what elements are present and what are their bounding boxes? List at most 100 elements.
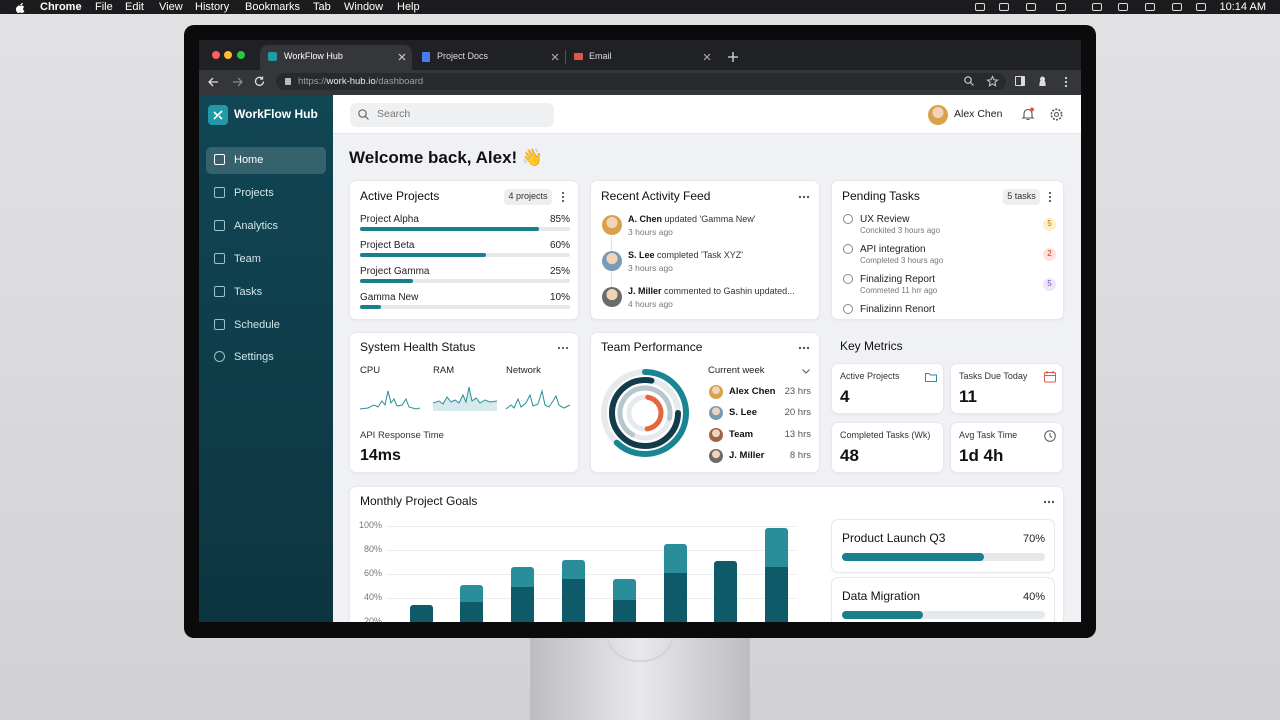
reload-button[interactable] xyxy=(254,76,265,87)
avatar xyxy=(928,105,948,125)
bar-segment xyxy=(612,600,636,622)
more-menu[interactable] xyxy=(561,191,565,203)
window-close[interactable] xyxy=(212,51,220,59)
tab-separator xyxy=(565,50,566,64)
more-menu[interactable] xyxy=(798,346,810,350)
active-tab[interactable] xyxy=(260,45,412,70)
more-menu-part xyxy=(1051,500,1055,504)
nav-icon xyxy=(214,351,225,362)
forward-button-part xyxy=(233,77,243,87)
nav-item[interactable]: Analytics xyxy=(234,219,279,232)
chevron[interactable] xyxy=(802,369,810,374)
task-checkbox[interactable] xyxy=(843,274,853,284)
close-tab[interactable] xyxy=(551,53,559,61)
tab-title[interactable]: WorkFlow Hub xyxy=(284,51,343,62)
tab-title[interactable]: Project Docs xyxy=(437,51,489,62)
status-icon[interactable] xyxy=(1145,3,1155,11)
card-title: Active Projects xyxy=(360,189,440,204)
status-icon[interactable] xyxy=(1092,3,1102,11)
project-percent: 85% xyxy=(549,213,570,225)
task-checkbox[interactable] xyxy=(843,244,853,254)
period-select[interactable]: Current week xyxy=(708,364,765,376)
new-tab[interactable] xyxy=(728,52,738,62)
menu-item[interactable]: History xyxy=(195,0,230,13)
activity-action: completed 'Task XYZ' xyxy=(657,250,744,260)
settings-part xyxy=(1050,108,1063,121)
window-minimize[interactable] xyxy=(224,51,232,59)
metric-card: Avg Task Time 1d 4h xyxy=(950,422,1063,473)
menu-item[interactable]: File xyxy=(95,0,113,13)
menu-item[interactable]: Tab xyxy=(313,0,331,13)
more-menu[interactable] xyxy=(1048,191,1052,203)
status-icon[interactable] xyxy=(1026,3,1036,11)
status-icon[interactable] xyxy=(999,3,1009,11)
more-menu-part xyxy=(557,346,561,350)
bar-segment xyxy=(511,566,535,588)
more-menu[interactable] xyxy=(557,346,569,350)
omnibox[interactable] xyxy=(276,73,1006,90)
task-meta: Completed 3 hours ago xyxy=(860,255,944,265)
sparkline-part xyxy=(433,387,497,411)
nav-item[interactable]: Home xyxy=(234,153,264,166)
apple-menu[interactable] xyxy=(15,2,25,13)
settings[interactable] xyxy=(1050,108,1063,121)
profile-button[interactable] xyxy=(1038,76,1047,86)
menu-app[interactable]: Chrome xyxy=(40,0,82,13)
nav-item[interactable]: Projects xyxy=(234,186,274,199)
nav-item[interactable]: Tasks xyxy=(234,285,263,298)
task-count-badge xyxy=(1043,248,1056,261)
chevron-part xyxy=(802,369,810,374)
back-button[interactable] xyxy=(208,77,219,87)
tab-title[interactable]: Email xyxy=(589,51,612,62)
metric-card-value: 48 xyxy=(840,445,859,465)
settings-part xyxy=(1053,111,1060,118)
activity-text: J. Miller commented to Gashin updated... xyxy=(628,285,795,297)
notifications[interactable] xyxy=(1021,107,1035,121)
menu-item[interactable]: Help xyxy=(397,0,420,13)
member-hours: 20 hrs xyxy=(784,406,811,418)
url-path: /dashboard xyxy=(375,76,424,87)
metric-icon-part xyxy=(1044,372,1056,383)
menu-item[interactable]: Bookmarks xyxy=(245,0,301,13)
menu-item[interactable]: Edit xyxy=(125,0,144,13)
bar-segment xyxy=(612,578,636,601)
task-checkbox[interactable] xyxy=(843,214,853,224)
nav-item[interactable]: Schedule xyxy=(234,318,280,331)
nav-item[interactable]: Settings xyxy=(234,350,274,363)
more-menu[interactable] xyxy=(798,195,810,199)
avatar xyxy=(709,428,723,442)
status-icon[interactable] xyxy=(1118,3,1128,11)
search-icon-part xyxy=(358,109,367,118)
nav-icon xyxy=(214,286,225,297)
progress-fill xyxy=(360,305,381,309)
progress-track xyxy=(360,279,570,283)
side-panel-button[interactable] xyxy=(1015,76,1025,86)
task-checkbox[interactable] xyxy=(843,304,853,314)
status-icon[interactable] xyxy=(1172,3,1182,11)
search-box[interactable] xyxy=(350,103,554,127)
brand-mark-part xyxy=(213,110,223,120)
menu-bar xyxy=(0,0,1280,14)
badge-label: 5 tasks xyxy=(1007,191,1036,202)
more-menu[interactable] xyxy=(1064,76,1068,88)
back-button-part xyxy=(208,77,218,87)
user-name[interactable]: Alex Chen xyxy=(954,108,1003,121)
status-icon[interactable] xyxy=(1196,3,1206,11)
close-tab[interactable] xyxy=(703,53,711,61)
more-menu[interactable] xyxy=(1043,500,1055,504)
nav-icon xyxy=(214,154,225,165)
forward-button[interactable] xyxy=(232,77,243,87)
bookmark-star[interactable] xyxy=(986,75,999,87)
more-menu-part xyxy=(802,195,806,199)
task-name: UX Review xyxy=(860,213,910,225)
status-icon[interactable] xyxy=(975,3,985,11)
close-tab[interactable] xyxy=(398,53,406,61)
menu-item[interactable]: Window xyxy=(344,0,384,13)
status-icon[interactable] xyxy=(1056,3,1066,11)
window-zoom[interactable] xyxy=(237,51,245,59)
zoom-icon[interactable] xyxy=(964,76,974,86)
menu-item[interactable]: View xyxy=(159,0,183,13)
project-name: Project Alpha xyxy=(360,213,419,225)
nav-icon xyxy=(214,220,225,231)
nav-item[interactable]: Team xyxy=(234,252,261,265)
